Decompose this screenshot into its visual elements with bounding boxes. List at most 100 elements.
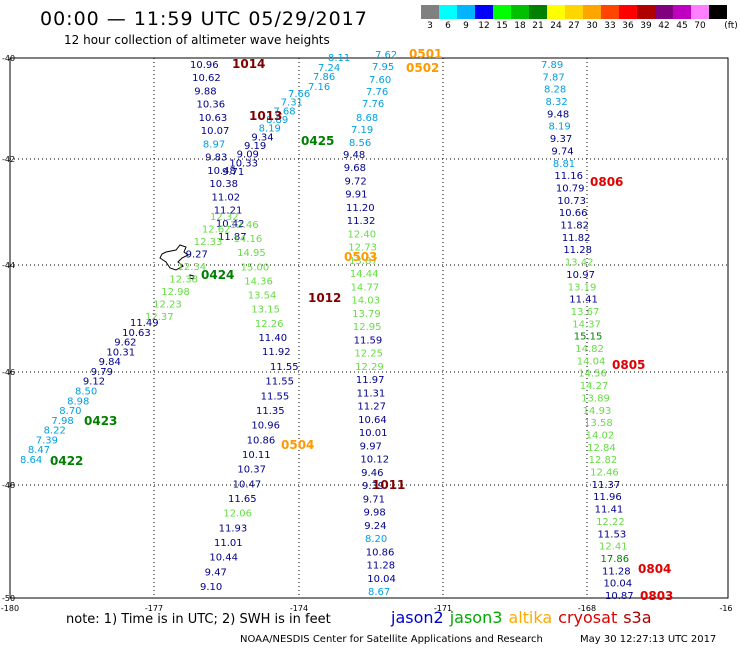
wave-height-value: 9.97	[360, 441, 382, 452]
wave-height-value: 14.37	[572, 319, 601, 330]
colorbar-tick-label: 15	[496, 21, 508, 31]
wave-height-value: 7.31	[281, 98, 303, 109]
track-id-label: 0504	[281, 438, 314, 452]
map-title: 00:00 — 11:59 UTC 05/29/2017	[40, 8, 368, 30]
wave-height-value: 7.68	[273, 106, 295, 117]
track-id-label: 0424	[201, 268, 234, 282]
map-frame	[9, 57, 729, 599]
wave-height-value: 8.28	[544, 85, 566, 96]
colorbar-swatch	[619, 5, 637, 19]
wave-height-value: 11.93	[219, 523, 248, 534]
wave-height-value: 10.64	[358, 415, 387, 426]
legend-s3a: s3a	[623, 608, 652, 627]
wave-height-value: 9.62	[114, 338, 136, 349]
wave-height-value: 10.04	[367, 574, 396, 585]
wave-height-value: 15.00	[241, 262, 270, 273]
wave-height-value: 12.33	[194, 237, 223, 248]
colorbar-tick-label: 18	[514, 21, 526, 31]
track-id-label: 0423	[84, 414, 117, 428]
wave-height-value: 7.62	[375, 50, 397, 61]
wave-height-value: 9.74	[551, 146, 573, 157]
track-id-label: 1011	[372, 478, 405, 492]
wave-height-value: 14.27	[580, 381, 609, 392]
colorbar-tick-label: 6	[445, 21, 451, 31]
islet-outline	[189, 274, 195, 280]
legend-jason3: jason3	[449, 608, 503, 627]
wave-height-value: 11.59	[354, 335, 383, 346]
wave-height-value: 10.44	[209, 553, 238, 564]
colorbar-swatch	[691, 5, 709, 19]
wave-height-value: 10.04	[604, 579, 633, 590]
wave-height-value: 7.87	[542, 72, 564, 83]
colorbar-swatch	[601, 5, 619, 19]
wave-height-value: 10.66	[559, 208, 588, 219]
map-subtitle: 12 hour collection of altimeter wave hei…	[64, 33, 330, 47]
wave-height-value: 9.98	[363, 508, 385, 519]
colorbar-tick-label: 39	[640, 21, 652, 31]
wave-height-value: 10.38	[209, 179, 238, 190]
legend-jason2: jason2	[391, 608, 444, 627]
wave-height-value: 12.38	[169, 275, 198, 286]
wave-height-value: 11.82	[562, 233, 591, 244]
wave-height-value: 11.41	[569, 295, 598, 306]
track-id-label: 1014	[232, 57, 265, 71]
lon-tick-label: -174	[290, 604, 308, 613]
wave-height-value: 14.44	[350, 269, 379, 280]
wave-height-value: 10.36	[196, 100, 225, 111]
island-outline	[159, 244, 189, 271]
wave-height-value: 10.86	[366, 547, 395, 558]
wave-height-value: 9.09	[237, 150, 259, 161]
units-note: note: 1) Time is in UTC; 2) SWH is in fe…	[66, 612, 331, 627]
wave-height-value: 14.04	[577, 356, 606, 367]
wave-height-value: 9.71	[363, 494, 385, 505]
wave-height-value: 14.77	[351, 282, 380, 293]
lon-tick-label: -168	[578, 604, 596, 613]
colorbar-swatch	[565, 5, 583, 19]
wave-height-value: 14.56	[578, 369, 607, 380]
lat-tick-label: -46	[2, 368, 15, 377]
wave-height-value: 7.60	[369, 75, 391, 86]
footer-timestamp: May 30 12:27:13 UTC 2017	[580, 634, 717, 645]
colorbar-swatch	[709, 5, 727, 19]
wave-height-value: 7.16	[308, 82, 330, 93]
wave-height-value: 9.72	[345, 176, 367, 187]
footer-credit: NOAA/NESDIS Center for Satellite Applica…	[240, 634, 543, 645]
wave-height-value: 7.95	[372, 62, 394, 73]
wave-height-value: 11.55	[270, 362, 299, 373]
wave-height-value: 10.63	[122, 328, 151, 339]
colorbar-swatch	[421, 5, 439, 19]
wave-height-value: 9.39	[362, 481, 384, 492]
wave-height-value: 12.34	[178, 262, 207, 273]
wave-height-value: 8.20	[365, 534, 387, 545]
wave-height-value: 11.53	[598, 529, 627, 540]
wave-height-value: 12.32	[210, 212, 239, 223]
wave-height-value: 9.37	[550, 134, 572, 145]
wave-height-value: 14.82	[575, 344, 604, 355]
colorbar-swatch	[529, 5, 547, 19]
wave-height-value: 7.66	[288, 89, 310, 100]
wave-height-value: 10.73	[557, 196, 586, 207]
wave-height-value: 7.76	[362, 99, 384, 110]
colorbar-swatch	[511, 5, 529, 19]
wave-height-value: 8.19	[548, 122, 570, 133]
wave-height-value: 13.79	[352, 309, 381, 320]
wave-height-value: 11.35	[256, 406, 285, 417]
wave-height-value: 7.98	[51, 416, 73, 427]
wave-height-value: 11.87	[218, 232, 247, 243]
wave-height-value: 12.41	[599, 542, 628, 553]
track-id-label: 0805	[612, 358, 645, 372]
wave-height-value: 8.70	[59, 406, 81, 417]
wave-height-value: 11.28	[366, 561, 395, 572]
wave-height-value: 10.11	[242, 450, 271, 461]
wave-height-value: 9.68	[344, 163, 366, 174]
wave-height-value: 11.28	[602, 566, 631, 577]
wave-height-value: 12.22	[596, 517, 625, 528]
track-id-label: 0806	[590, 175, 623, 189]
wave-height-value: 12.25	[354, 349, 383, 360]
colorbar-tick-label: 42	[658, 21, 670, 31]
colorbar-swatch	[439, 5, 457, 19]
colorbar-swatch	[493, 5, 511, 19]
wave-height-value: 11.28	[563, 245, 592, 256]
wave-height-value: 7.86	[313, 72, 335, 83]
wave-height-value: 9.88	[194, 86, 216, 97]
